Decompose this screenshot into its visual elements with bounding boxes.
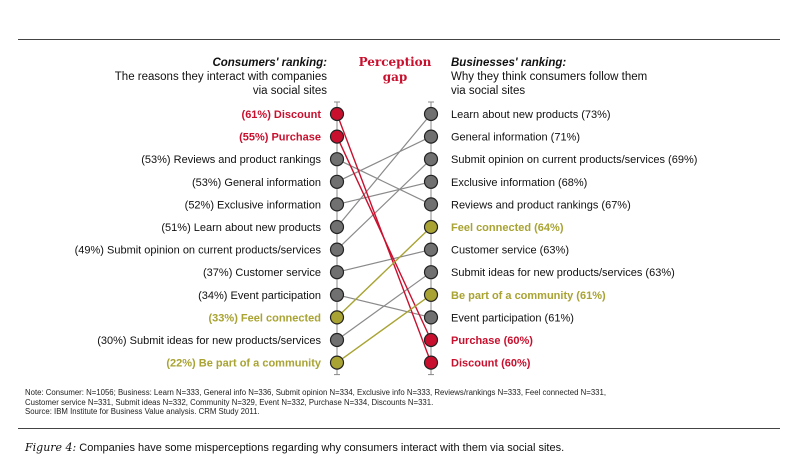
businesses-label-feel-connected: Feel connected (64%) (451, 222, 564, 234)
businesses-title: Businesses' ranking: (451, 57, 567, 69)
consumers-marker-be-part-of-a-community (329, 355, 345, 370)
consumers-marker-customer-service (329, 265, 345, 280)
consumers-marker-exclusive-information (329, 197, 345, 212)
connector-be-part-of-a-community (336, 294, 432, 364)
consumers-marker-learn-about-new-products (329, 219, 345, 235)
consumers-title: Consumers' ranking: (212, 57, 327, 69)
consumers-label-event-participation: (34%) Event participation (198, 290, 321, 302)
consumers-label-be-part-of-a-community: (22%) Be part of a community (166, 358, 322, 370)
consumers-marker-event-participation (329, 287, 345, 302)
consumers-marker-reviews-and-product-rankings (329, 152, 345, 167)
connector-customer-service (336, 249, 432, 273)
consumers-label-exclusive-information: (52%) Exclusive information (185, 199, 321, 211)
businesses-label-reviews-and-product-rankings: Reviews and product rankings (67%) (451, 199, 631, 211)
chart-note: Note: Consumer: N=1056; Business: Learn … (25, 388, 606, 417)
businesses-marker-discount (423, 355, 439, 370)
businesses-label-submit-opinion-on-current-products-services: Submit opinion on current products/servi… (451, 154, 697, 166)
businesses-marker-general-information (423, 129, 439, 144)
businesses-label-exclusive-information: Exclusive information (68%) (451, 177, 587, 189)
note-line-1: Note: Consumer: N=1056; Business: Learn … (25, 388, 606, 397)
consumers-label-learn-about-new-products: (51%) Learn about new products (161, 222, 321, 234)
consumers-marker-submit-opinion-on-current-products-services (329, 242, 345, 257)
businesses-marker-customer-service (423, 242, 439, 257)
bottom-rule (18, 428, 780, 429)
businesses-subtitle-1: Why they think consumers follow them (451, 71, 648, 83)
note-line-2: Customer service N=331, Submit ideas N=3… (25, 397, 434, 407)
figure-caption: Figure 4: Companies have some mispercept… (25, 441, 564, 454)
perception-gap-line-2: gap (382, 70, 408, 84)
businesses-label-discount: Discount (60%) (451, 358, 531, 370)
consumers-label-discount: (61%) Discount (242, 109, 322, 121)
businesses-marker-reviews-and-product-rankings (423, 197, 439, 212)
consumers-subtitle-1: The reasons they interact with companies (114, 71, 327, 83)
consumers-label-feel-connected: (33%) Feel connected (209, 312, 321, 324)
perception-gap-line-1: Perception (358, 55, 432, 69)
businesses-marker-purchase (423, 332, 439, 348)
connector-learn-about-new-products (336, 113, 432, 228)
consumers-label-general-information: (53%) General information (192, 177, 321, 189)
businesses-label-be-part-of-a-community: Be part of a community (61%) (451, 290, 606, 302)
figure-number: Figure 4: (25, 441, 77, 454)
connector-exclusive-information (336, 181, 432, 205)
consumers-marker-general-information (329, 174, 345, 189)
businesses-label-customer-service: Customer service (63%) (451, 245, 569, 257)
businesses-label-learn-about-new-products: Learn about new products (73%) (451, 109, 611, 121)
consumers-label-customer-service: (37%) Customer service (203, 267, 321, 279)
businesses-marker-exclusive-information (423, 174, 439, 189)
consumers-marker-purchase (329, 129, 345, 144)
businesses-marker-learn-about-new-products (423, 106, 439, 122)
businesses-label-event-participation: Event participation (61%) (451, 312, 574, 324)
consumers-marker-discount (329, 106, 345, 122)
businesses-label-general-information: General information (71%) (451, 132, 580, 144)
businesses-marker-event-participation (423, 310, 439, 325)
connector-reviews-and-product-rankings (336, 158, 432, 205)
consumers-label-purchase: (55%) Purchase (239, 132, 321, 144)
businesses-subtitle-2: via social sites (451, 85, 526, 97)
note-source: Source: IBM Institute for Business Value… (25, 407, 260, 416)
businesses-marker-feel-connected (423, 219, 439, 235)
consumers-subtitle-2: via social sites (252, 85, 327, 97)
consumers-label-submit-opinion-on-current-products-services: (49%) Submit opinion on current products… (75, 245, 322, 257)
connector-purchase (336, 136, 432, 341)
consumers-header: Consumers' ranking: The reasons they int… (115, 56, 327, 98)
connector-general-information (336, 136, 432, 183)
businesses-label-submit-ideas-for-new-products-services: Submit ideas for new products/services (… (451, 267, 675, 279)
perception-gap-title: Perception gap (340, 55, 450, 85)
businesses-marker-be-part-of-a-community (423, 287, 439, 302)
connector-submit-ideas-for-new-products-services (336, 271, 432, 341)
businesses-marker-submit-ideas-for-new-products-services (423, 265, 439, 280)
connector-feel-connected (336, 226, 432, 318)
connector-submit-opinion-on-current-products-services (336, 158, 432, 251)
consumers-marker-feel-connected (329, 310, 345, 325)
businesses-label-purchase: Purchase (60%) (451, 335, 533, 347)
businesses-header: Businesses' ranking: Why they think cons… (451, 56, 647, 98)
businesses-marker-submit-opinion-on-current-products-services (423, 152, 439, 167)
consumers-label-submit-ideas-for-new-products-services: (30%) Submit ideas for new products/serv… (97, 335, 321, 347)
top-rule (18, 39, 780, 40)
consumers-label-reviews-and-product-rankings: (53%) Reviews and product rankings (141, 154, 321, 166)
figure-caption-text: Companies have some misperceptions regar… (76, 442, 565, 454)
consumers-marker-submit-ideas-for-new-products-services (329, 332, 345, 348)
